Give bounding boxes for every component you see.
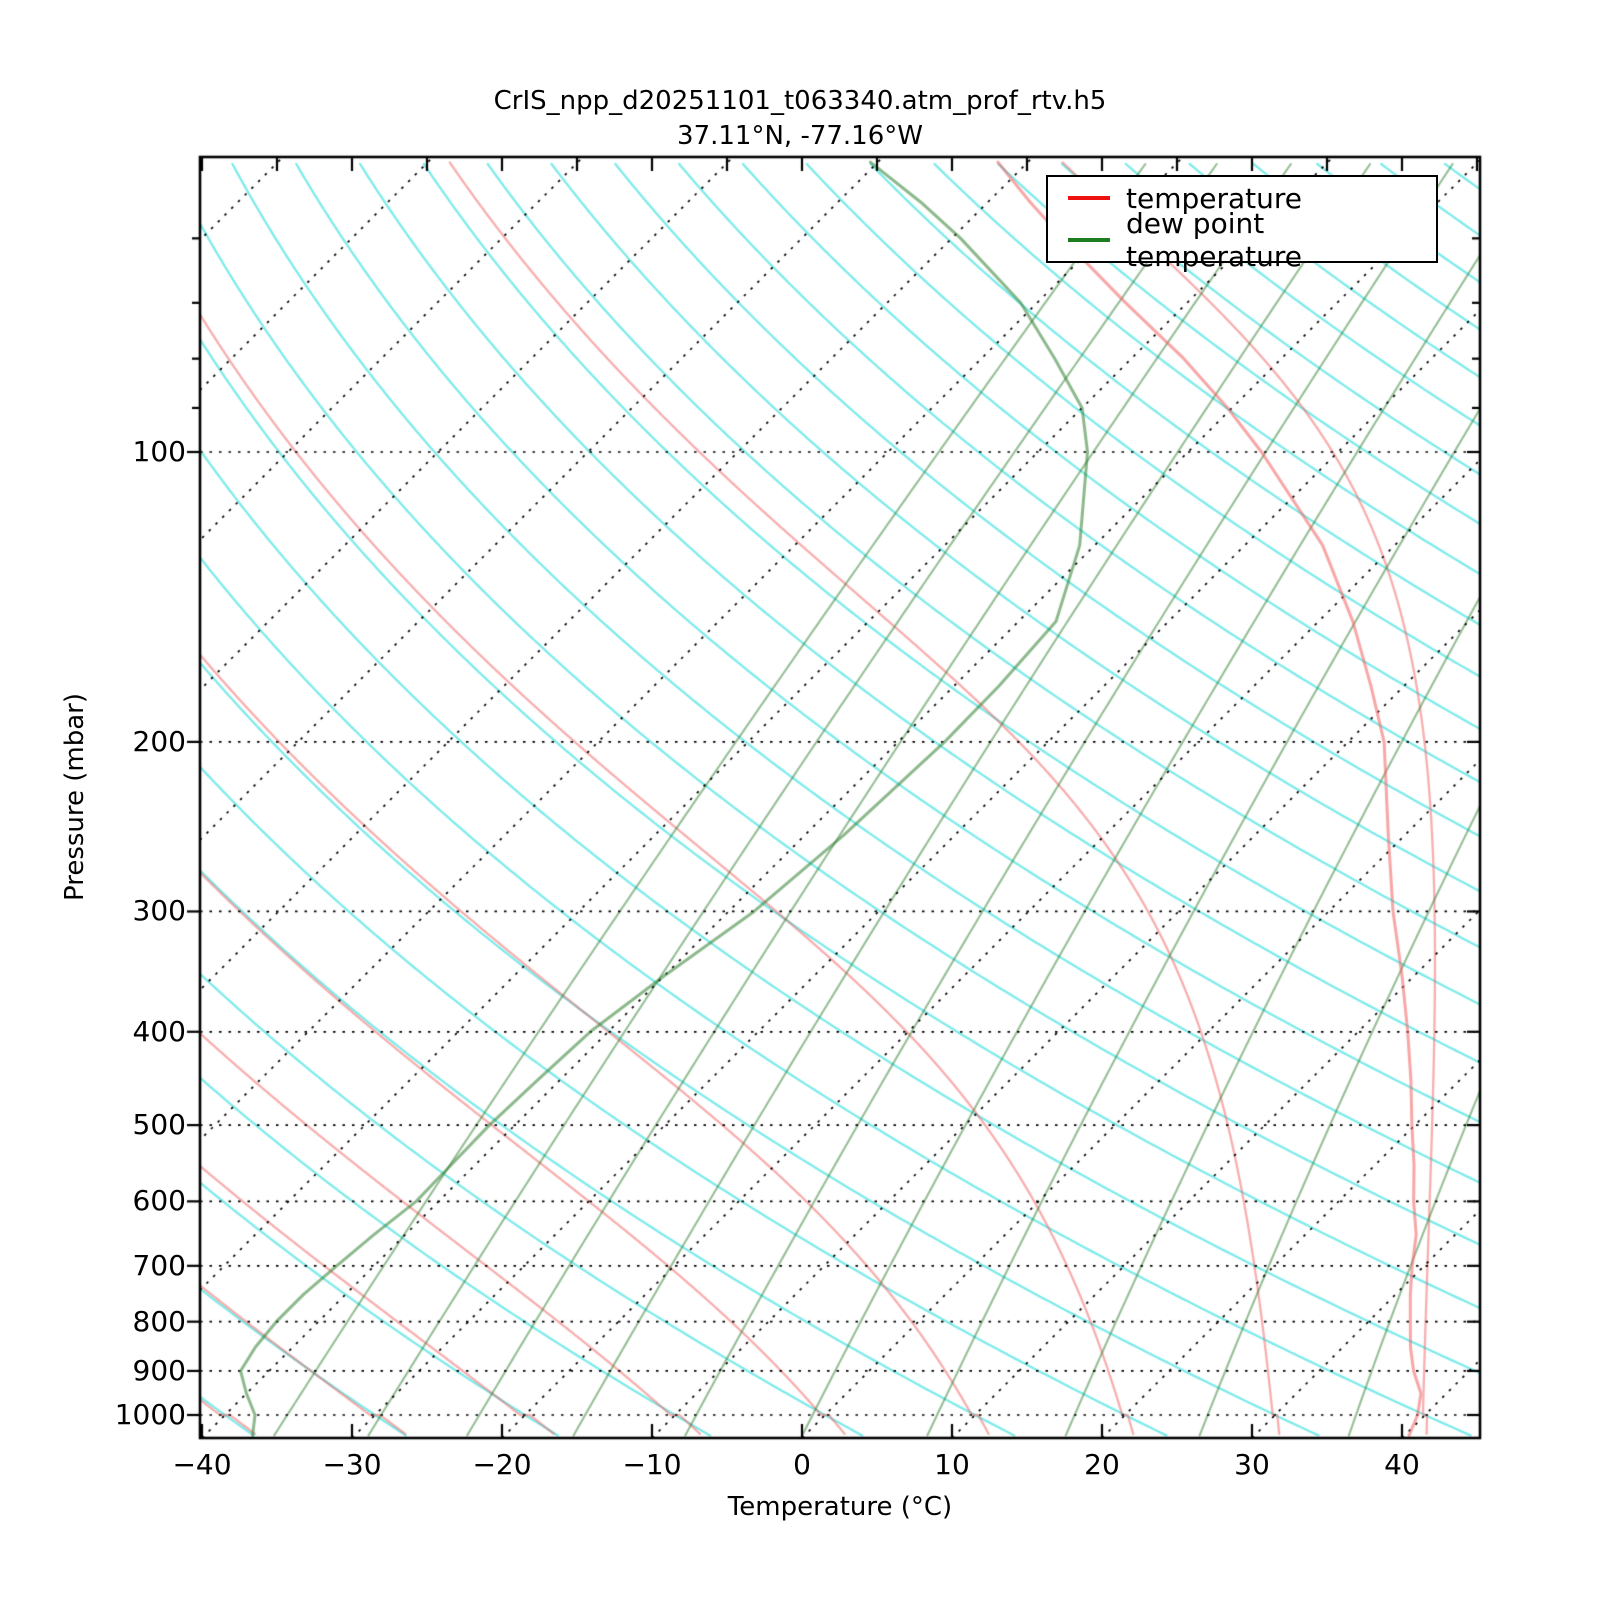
y-tick-label-100: 100 [132, 435, 186, 468]
chart-title: CrIS_npp_d20251101_t063340.atm_prof_rtv.… [493, 86, 1107, 116]
x-tick-label-40: 40 [1384, 1448, 1420, 1481]
y-tick-label-200: 200 [132, 724, 186, 758]
y-tick-label-1000: 1000 [114, 1398, 186, 1431]
legend-line-icon [1068, 237, 1110, 242]
x-tick-label-20: 20 [1084, 1448, 1120, 1481]
legend-entry-0: temperature [1048, 178, 1436, 218]
x-tick-label--30: −30 [322, 1448, 382, 1481]
y-tick-label-800: 800 [132, 1304, 186, 1338]
legend-label: dew point temperature [1126, 206, 1302, 273]
legend-label: temperature [1126, 181, 1302, 215]
y-tick-label-700: 700 [132, 1248, 186, 1282]
legend-entry-1: dew point temperature [1048, 207, 1436, 273]
y-tick-label-300: 300 [132, 894, 186, 928]
x-tick-label--20: −20 [472, 1448, 532, 1481]
x-tick-label-30: 30 [1234, 1448, 1270, 1481]
x-tick-label-10: 10 [934, 1448, 970, 1481]
x-tick-label-0: 0 [793, 1448, 811, 1481]
legend-line-icon [1068, 196, 1110, 201]
y-tick-label-900: 900 [132, 1353, 186, 1387]
y-tick-label-400: 400 [132, 1014, 186, 1048]
y-tick-label-500: 500 [132, 1108, 186, 1142]
y-axis-label: Pressure (mbar) [60, 692, 90, 902]
x-tick-label--40: −40 [172, 1448, 232, 1481]
x-tick-label--10: −10 [622, 1448, 682, 1481]
y-tick-label-600: 600 [132, 1184, 186, 1218]
chart-subtitle: 37.11°N, -77.16°W [677, 121, 923, 151]
x-axis-label: Temperature (°C) [727, 1492, 953, 1522]
legend: temperature dew point temperature [1046, 175, 1438, 273]
